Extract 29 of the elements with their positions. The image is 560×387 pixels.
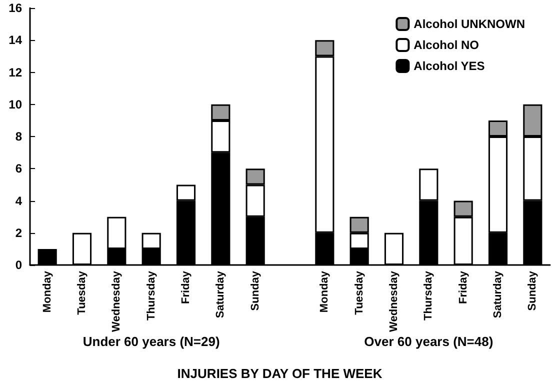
y-tick-label: 14	[8, 33, 22, 48]
x-tick-label: Wednesday	[110, 270, 123, 332]
y-tick-label: 0	[15, 258, 22, 272]
y-tick-label: 2	[15, 226, 22, 240]
text: Under 60 years (N=29)	[82, 334, 220, 349]
y-tick-label: 12	[8, 65, 22, 80]
y-tick-label: 16	[8, 1, 22, 15]
legend-label: Alcohol NO	[414, 38, 480, 52]
x-axis-title: INJURIES BY DAY OF THE WEEK	[177, 366, 383, 381]
y-tick-label: 10	[8, 97, 22, 112]
text: Over 60 years (N=48)	[364, 334, 494, 349]
x-tick-label: Saturday	[214, 270, 227, 318]
x-tick-label: Thursday	[145, 270, 158, 321]
y-tick-label: 8	[15, 130, 22, 144]
x-tick-label: Tuesday	[353, 270, 366, 315]
x-tick-label: Sunday	[526, 270, 539, 311]
legend-label: Alcohol UNKNOWN	[414, 17, 526, 31]
legend-label: Alcohol YES	[414, 59, 485, 73]
x-tick-label: Monday	[41, 270, 54, 313]
x-tick-label: Wednesday	[388, 270, 400, 332]
y-tick-label: 4	[15, 194, 22, 208]
x-tick-label: Saturday	[492, 270, 504, 318]
x-tick-label: Thursday	[422, 270, 435, 321]
x-tick-label: Friday	[180, 270, 192, 304]
x-tick-label: Tuesday	[76, 270, 88, 315]
y-tick-label: 6	[15, 162, 22, 176]
x-tick-label: Sunday	[249, 270, 262, 311]
x-tick-label: Friday	[457, 270, 470, 304]
x-tick-label: Monday	[318, 270, 331, 313]
